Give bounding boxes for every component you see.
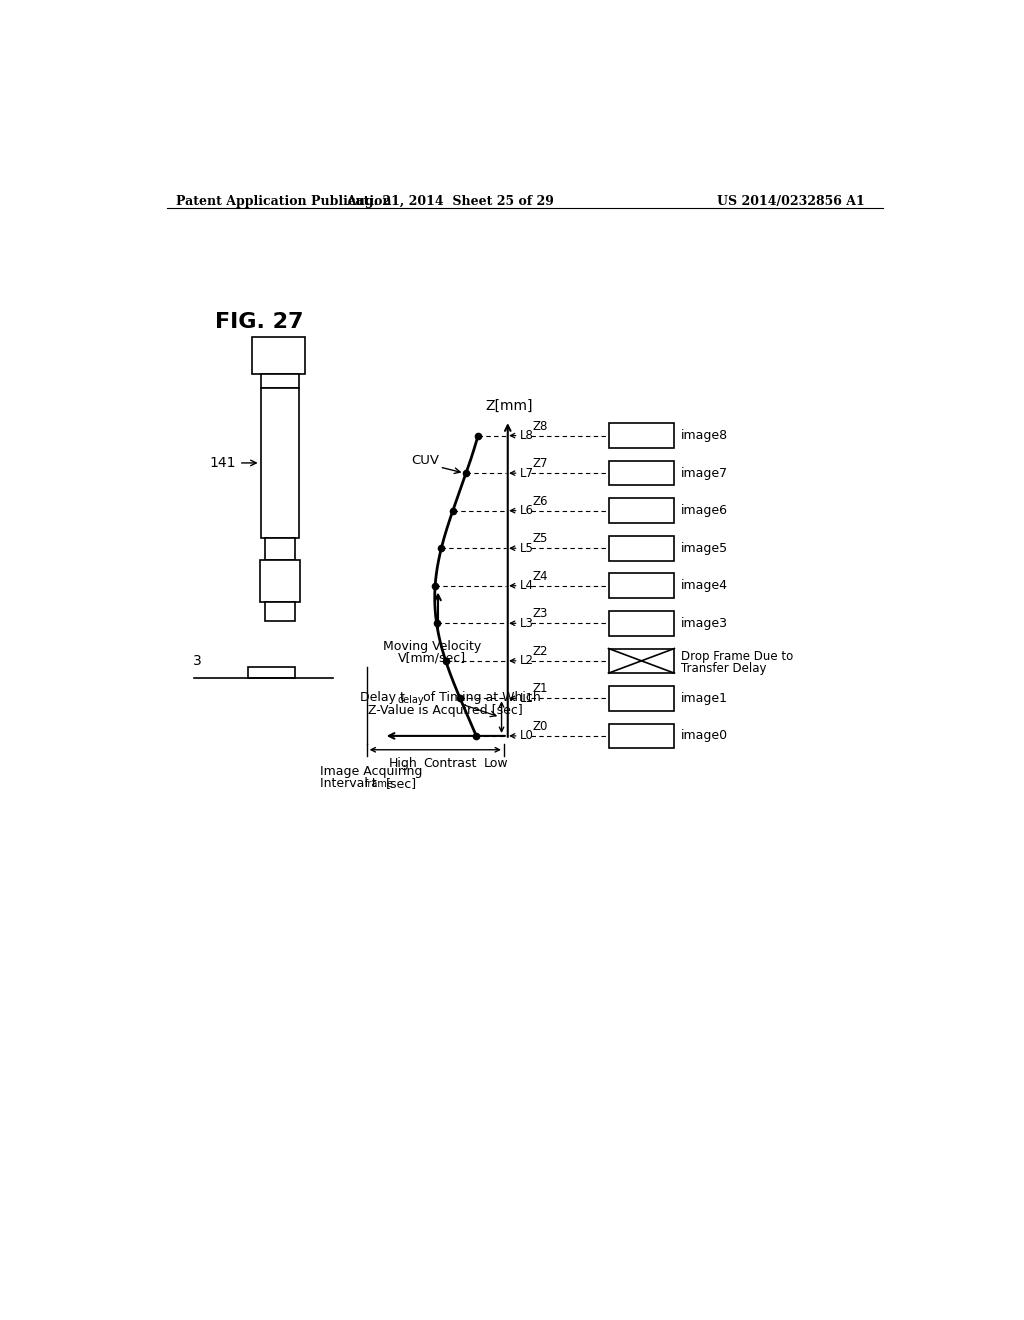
Text: Z0: Z0 (532, 719, 548, 733)
Text: image5: image5 (681, 541, 728, 554)
Text: of Timing at Which: of Timing at Which (419, 692, 541, 705)
Text: Low: Low (483, 758, 509, 771)
Text: frame: frame (365, 779, 393, 789)
Text: Contrast: Contrast (423, 758, 476, 771)
Bar (260, 560, 300, 602)
Text: Patent Application Publication: Patent Application Publication (176, 195, 391, 209)
Text: [sec]: [sec] (386, 777, 417, 791)
Text: Z[mm]: Z[mm] (485, 399, 534, 412)
Bar (608, 573, 675, 598)
Text: image1: image1 (681, 692, 728, 705)
Bar (608, 499, 675, 523)
Bar (608, 723, 675, 748)
Bar (260, 388, 299, 539)
Text: Z1: Z1 (532, 682, 548, 696)
Bar (252, 337, 305, 374)
Text: Z2: Z2 (532, 644, 548, 657)
Text: Aug. 21, 2014  Sheet 25 of 29: Aug. 21, 2014 Sheet 25 of 29 (346, 195, 554, 209)
Text: Z-Value is Acquired [sec]: Z-Value is Acquired [sec] (369, 704, 523, 717)
Text: L6: L6 (520, 504, 535, 517)
Text: image3: image3 (681, 616, 728, 630)
Bar (608, 461, 675, 486)
Text: L5: L5 (520, 541, 535, 554)
Text: image0: image0 (681, 730, 728, 742)
Text: 141: 141 (209, 455, 236, 470)
Text: Interval t: Interval t (321, 777, 377, 791)
Text: L3: L3 (520, 616, 535, 630)
Text: US 2014/0232856 A1: US 2014/0232856 A1 (717, 195, 864, 209)
Text: L4: L4 (520, 579, 535, 593)
Text: FIG. 27: FIG. 27 (215, 313, 303, 333)
Text: Delay t: Delay t (360, 692, 406, 705)
Bar (608, 424, 675, 447)
Bar (608, 686, 675, 710)
Text: Z4: Z4 (532, 570, 548, 582)
Text: Z8: Z8 (532, 420, 548, 433)
Text: Z7: Z7 (532, 457, 548, 470)
Text: image4: image4 (681, 579, 728, 593)
Text: 3: 3 (193, 655, 202, 668)
Bar (265, 602, 295, 622)
Text: High: High (389, 758, 418, 771)
Text: image6: image6 (681, 504, 728, 517)
Text: image7: image7 (681, 467, 728, 479)
Text: Image Acquiring: Image Acquiring (321, 766, 423, 779)
Text: L1: L1 (520, 692, 535, 705)
Text: Z3: Z3 (532, 607, 548, 620)
Text: V[mm/sec]: V[mm/sec] (397, 651, 466, 664)
Text: Moving Velocity: Moving Velocity (383, 640, 481, 652)
Bar (608, 611, 675, 636)
Text: Transfer Delay: Transfer Delay (681, 663, 766, 675)
Text: image8: image8 (681, 429, 728, 442)
Bar (248, 668, 295, 678)
Text: L7: L7 (520, 467, 535, 479)
Bar (608, 648, 675, 673)
Bar (265, 539, 295, 560)
Bar (608, 536, 675, 561)
Text: CUV: CUV (411, 454, 438, 467)
Text: Z5: Z5 (532, 532, 548, 545)
Text: L2: L2 (520, 655, 535, 668)
Text: L0: L0 (520, 730, 535, 742)
Bar (260, 374, 299, 388)
Text: Drop Frame Due to: Drop Frame Due to (681, 651, 793, 664)
Text: L8: L8 (520, 429, 535, 442)
Text: Z6: Z6 (532, 495, 548, 508)
Text: delay: delay (397, 696, 424, 705)
